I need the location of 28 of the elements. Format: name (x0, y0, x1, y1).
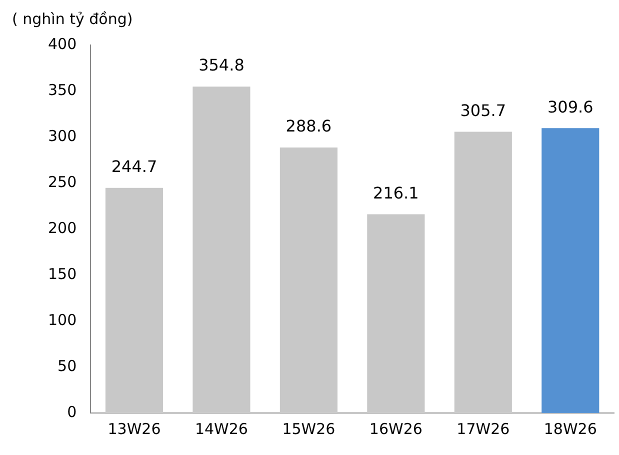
y-tick-label: 0 (67, 402, 77, 421)
data-label: 216.1 (373, 183, 419, 202)
x-tick-label: 18W26 (544, 420, 597, 438)
bar (280, 147, 338, 413)
y-tick-label: 350 (48, 80, 77, 99)
y-tick-label: 300 (48, 126, 77, 145)
y-tick-label: 150 (48, 264, 77, 283)
x-tick-label: 16W26 (369, 420, 422, 438)
x-tick-label: 17W26 (456, 420, 510, 438)
bar (367, 214, 425, 413)
x-tick-label: 14W26 (194, 420, 248, 438)
bar (454, 132, 512, 413)
data-label: 354.8 (198, 56, 244, 75)
x-tick-label: 13W26 (108, 420, 161, 438)
bar (192, 86, 250, 413)
y-axis-title: ( nghìn tỷ đồng) (12, 10, 133, 28)
data-label: 288.6 (286, 116, 332, 136)
y-tick-label: 50 (58, 356, 77, 375)
y-tick-label: 200 (48, 218, 77, 237)
bar (105, 188, 164, 413)
bar (542, 128, 600, 413)
data-label: 309.6 (547, 97, 594, 116)
data-label: 244.7 (111, 157, 158, 176)
y-tick-label: 400 (48, 34, 77, 53)
x-tick-label: 15W26 (282, 420, 336, 438)
y-tick-label: 100 (48, 310, 77, 329)
y-tick-label: 250 (48, 172, 77, 191)
data-label: 305.7 (460, 100, 506, 120)
